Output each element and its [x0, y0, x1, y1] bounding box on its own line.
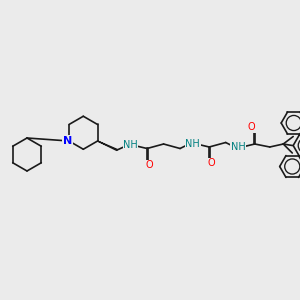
Polygon shape: [98, 141, 117, 151]
Text: NH: NH: [231, 142, 246, 152]
Text: NH: NH: [185, 139, 200, 149]
Text: O: O: [248, 122, 256, 133]
Text: O: O: [208, 158, 215, 169]
Text: N: N: [63, 136, 72, 146]
Text: NH: NH: [123, 140, 138, 151]
Text: O: O: [146, 160, 153, 170]
